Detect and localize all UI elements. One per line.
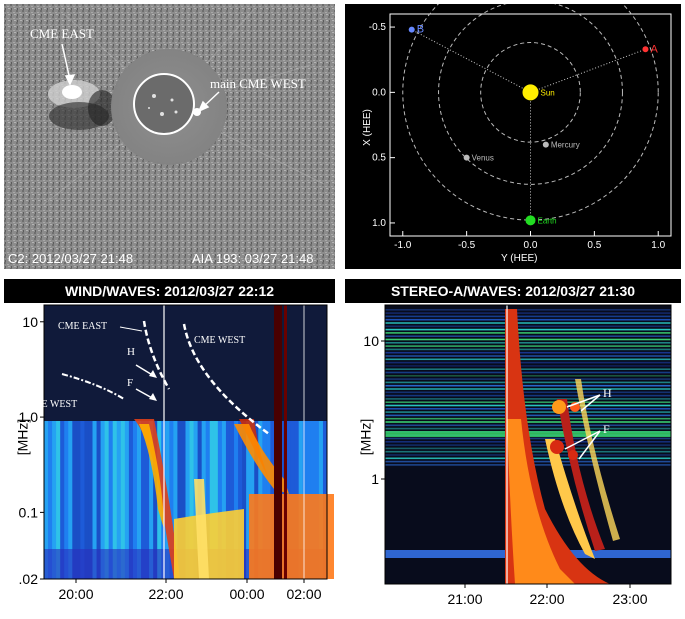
orbit-y-tick-label-1: 0.0 (372, 87, 386, 98)
orbit-circle-1 (438, 4, 623, 185)
stereo-arrow-2 (564, 430, 601, 450)
orbit-line-a (530, 48, 646, 93)
wind-y-tick-label-1: 1.0 (19, 409, 39, 425)
stereo-y-tick-label-0: 10 (363, 333, 379, 349)
orbit-x-tick-label-1: -0.5 (458, 240, 476, 251)
stereo-spectrogram: 10 1 21:00 22:00 23:00 (363, 304, 672, 607)
wind-emission-4 (174, 509, 244, 579)
wind-x-tick-label-2: 00:00 (229, 586, 264, 602)
orbit-y-tick-label-3: 1.0 (372, 218, 386, 229)
orbit-x-tick-label-3: 0.5 (587, 240, 601, 251)
wind-emission-6 (194, 479, 209, 579)
stereo-x-tick-label-0: 21:00 (447, 591, 482, 607)
orbit-body-venus-label: Venus (472, 154, 494, 163)
stereo-frame (384, 304, 672, 585)
wind-waves-title: WIND/WAVES: 2012/03/27 22:12 (4, 279, 335, 303)
wind-f-arrowhead (149, 393, 157, 401)
aia-timestamp: AIA 193: 03/27 21:48 (192, 251, 314, 266)
orbit-x-tick-label-0: -1.0 (394, 240, 412, 251)
coronagraph-panel: CME EAST main CME WEST C2: 2012/03/27 21… (4, 4, 335, 269)
stereo-y-tick-label-1: 1 (371, 471, 379, 487)
orbit-x-axis-label: Y (HEE) (501, 253, 538, 264)
orbit-body-mercury (542, 141, 549, 148)
wind-x-tick-label-3: 02:00 (286, 586, 321, 602)
stereo-burst-inner (545, 439, 595, 559)
stereo-lane-a (557, 399, 605, 551)
orbit-plot: -1.0 -0.5 0.0 0.5 1.0 -0.5 0.0 0.5 1.0 Sun Mercury… (369, 4, 672, 251)
cme-east-feature (48, 80, 116, 130)
wind-cme-west-upper-label: CME WEST (194, 335, 246, 346)
wind-data-gap-a (274, 305, 282, 579)
stereo-f-label: F (603, 422, 610, 436)
orbit-y-tick-label-2: 0.5 (372, 153, 386, 164)
main-cme-west-label: main CME WEST (210, 76, 306, 91)
orbit-body-sun (522, 84, 539, 101)
stereo-h-blob-a (552, 400, 566, 414)
wind-frame (43, 304, 328, 580)
stereo-lane-b (575, 379, 620, 541)
orbit-plot-panel: -1.0 -0.5 0.0 0.5 1.0 -0.5 0.0 0.5 1.0 Sun Mercury… (345, 4, 681, 269)
orbit-y-axis-label: X (HEE) (361, 109, 373, 146)
orbit-circle-2 (402, 4, 659, 221)
c2-timestamp: C2: 2012/03/27 21:48 (8, 251, 134, 266)
wind-cme-west-curve (182, 323, 270, 436)
wind-x-tick-label-0: 20:00 (58, 586, 93, 602)
orbit-body-venus (463, 154, 470, 161)
wind-h-arrowhead (149, 370, 157, 378)
orbit-plot-frame (389, 13, 672, 237)
wind-cme-east-curve (142, 320, 171, 390)
stereo-h-label: H (603, 386, 612, 400)
orbit-body-b-label: B (417, 24, 424, 36)
wind-emission-0 (134, 419, 180, 579)
orbit-body-earth-label: Earth (538, 216, 557, 225)
cme-east-label: CME EAST (30, 26, 94, 41)
stereo-arrow-0 (566, 394, 601, 408)
stereo-arrow-1 (580, 394, 601, 412)
wind-cme-west-lower-label: CME WEST (26, 399, 78, 410)
solar-disk (133, 73, 195, 135)
orbit-body-a (642, 46, 649, 53)
wind-cme-east-pointer (119, 326, 143, 332)
orbit-x-tick-label-4: 1.0 (651, 240, 665, 251)
stereo-arrow-3 (578, 430, 601, 460)
stereo-burst-mid (507, 419, 575, 584)
wind-y-axis-label: [MHz] (14, 418, 31, 456)
wind-x-tick-label-1: 22:00 (148, 586, 183, 602)
orbit-body-b (408, 26, 415, 33)
wind-emission-5 (249, 494, 334, 579)
stereo-x-tick-label-1: 22:00 (529, 591, 564, 607)
wind-cme-west-lower-curve (61, 373, 125, 400)
wind-spectrogram: 10 1.0 0.1 .02 20:00 22:00 00:00 02:00 (19, 304, 334, 602)
stereo-waves-panel: STEREO-A/WAVES: 2012/03/27 21:30 10 1 21:0… (345, 279, 681, 615)
wind-emission-1 (139, 424, 164, 529)
wind-y-tick-label-0: 10 (22, 314, 38, 330)
orbit-body-earth (525, 215, 536, 226)
wind-cme-east-label: CME EAST (58, 321, 108, 332)
orbit-y-tick-label-0: -0.5 (369, 22, 387, 33)
stereo-f-blob-a (550, 440, 564, 454)
orbit-x-tick-label-2: 0.0 (524, 240, 538, 251)
wind-h-label: H (127, 346, 135, 358)
orbit-line-b (411, 29, 531, 93)
wind-data-gap-b (284, 305, 287, 579)
stereo-waves-title: STEREO-A/WAVES: 2012/03/27 21:30 (345, 279, 681, 303)
wind-y-tick-label-3: .02 (19, 571, 39, 587)
wind-y-tick-label-2: 0.1 (19, 504, 39, 520)
wind-waves-panel: WIND/WAVES: 2012/03/27 22:12 10 1.0 0.1 .02… (4, 279, 335, 615)
orbit-circle-0 (480, 42, 581, 143)
wind-f-label: F (127, 377, 134, 389)
orbit-body-mercury-label: Mercury (551, 141, 580, 150)
coronagraph-image (4, 4, 335, 269)
orbit-body-sun-label: Sun (541, 88, 555, 97)
stereo-x-tick-label-2: 23:00 (612, 591, 647, 607)
stereo-y-axis-label: [MHz] (357, 418, 374, 456)
orbit-body-a-label: A (650, 43, 658, 55)
stereo-f-blob-b (568, 450, 578, 460)
